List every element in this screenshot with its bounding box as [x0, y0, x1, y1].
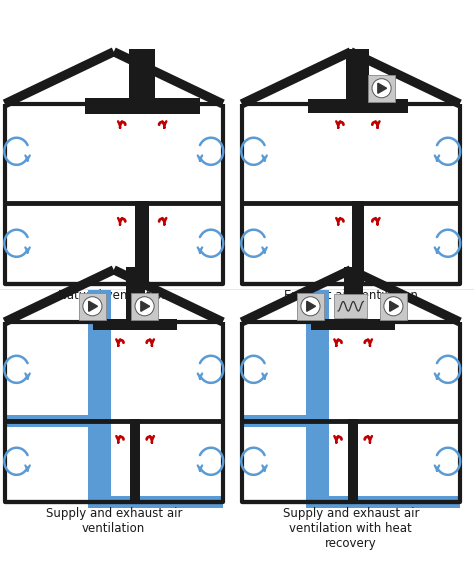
Bar	[85, 98, 200, 114]
Bar	[380, 293, 407, 320]
Bar	[308, 99, 408, 113]
Bar	[126, 268, 145, 324]
Bar	[129, 49, 155, 106]
Bar	[130, 419, 140, 502]
Bar	[130, 419, 140, 502]
Bar	[352, 201, 364, 284]
Text: Natural ventilation: Natural ventilation	[58, 289, 169, 302]
Bar	[346, 49, 369, 106]
Bar	[368, 75, 395, 102]
Bar	[334, 294, 367, 318]
Bar	[88, 290, 111, 502]
Circle shape	[135, 296, 154, 316]
Bar	[348, 419, 358, 502]
Polygon shape	[141, 301, 150, 311]
Bar	[306, 496, 460, 508]
Text: Supply and exhaust air
ventilation: Supply and exhaust air ventilation	[46, 507, 182, 535]
Bar	[131, 293, 158, 320]
Circle shape	[83, 296, 102, 316]
Polygon shape	[390, 301, 399, 311]
Text: Exhaust air ventilation: Exhaust air ventilation	[284, 289, 418, 302]
Bar	[88, 496, 223, 508]
Polygon shape	[307, 301, 316, 311]
Bar	[79, 293, 106, 320]
Bar	[135, 201, 149, 284]
Circle shape	[301, 296, 320, 316]
Circle shape	[384, 296, 403, 316]
Text: Supply and exhaust air
ventilation with heat
recovery: Supply and exhaust air ventilation with …	[283, 507, 419, 550]
Polygon shape	[378, 83, 387, 93]
Bar	[311, 319, 395, 330]
Bar	[348, 419, 358, 502]
Bar	[93, 319, 177, 330]
Bar	[297, 293, 324, 320]
Bar	[306, 290, 329, 502]
Bar	[344, 268, 363, 324]
Bar	[5, 415, 111, 427]
Bar	[242, 415, 329, 427]
Circle shape	[372, 79, 391, 98]
Polygon shape	[89, 301, 98, 311]
